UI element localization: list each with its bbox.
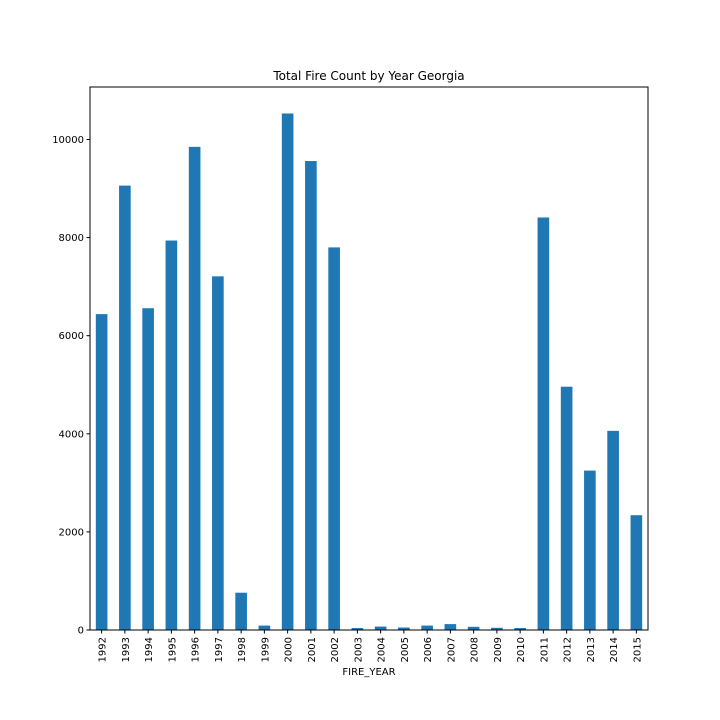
x-tick-label: 2015 bbox=[632, 637, 643, 662]
bar-2001 bbox=[305, 161, 317, 630]
y-tick-label: 8000 bbox=[59, 233, 84, 244]
x-tick-label: 1999 bbox=[260, 637, 271, 662]
plot-frame bbox=[89, 86, 649, 631]
bar-2006 bbox=[421, 625, 433, 630]
x-tick-label: 1996 bbox=[191, 637, 202, 662]
y-tick-label: 0 bbox=[78, 626, 84, 637]
bar-1997 bbox=[212, 276, 224, 630]
y-tick-label: 4000 bbox=[59, 429, 84, 440]
x-tick-label: 1994 bbox=[144, 637, 155, 662]
x-tick-label: 2003 bbox=[353, 637, 364, 662]
bar-2008 bbox=[467, 626, 480, 630]
bar-1996 bbox=[188, 146, 201, 630]
x-tick-label: 2008 bbox=[470, 637, 481, 662]
bar-2012 bbox=[560, 386, 573, 630]
x-tick-label: 2010 bbox=[516, 637, 527, 662]
x-tick-label: 2012 bbox=[563, 637, 574, 662]
x-tick-label: 2014 bbox=[609, 637, 620, 662]
bar-2010 bbox=[514, 628, 526, 630]
x-tick-label: 2005 bbox=[400, 637, 411, 662]
x-tick-label: 1995 bbox=[167, 637, 178, 662]
y-tick-label: 6000 bbox=[59, 331, 84, 342]
x-tick-label: 1997 bbox=[214, 637, 225, 662]
bar-2002 bbox=[328, 247, 340, 630]
bar-2004 bbox=[374, 626, 387, 630]
x-tick-label: 2013 bbox=[586, 637, 597, 662]
bar-2003 bbox=[351, 628, 364, 630]
bar-2013 bbox=[584, 470, 596, 630]
x-tick-label: 2002 bbox=[330, 637, 341, 662]
x-tick-label: 2004 bbox=[377, 637, 388, 662]
bar-1993 bbox=[119, 185, 131, 630]
x-tick-label: 2007 bbox=[446, 637, 457, 662]
x-axis-label: FIRE_YEAR bbox=[342, 667, 395, 678]
bar-1995 bbox=[165, 240, 178, 630]
bar-2000 bbox=[281, 113, 294, 631]
bar-1999 bbox=[258, 625, 271, 630]
bar-1994 bbox=[142, 308, 154, 630]
x-tick-label: 2000 bbox=[284, 637, 295, 662]
y-axis: 0 2000 4000 6000 8000 10000 bbox=[52, 135, 90, 637]
bar-2005 bbox=[398, 627, 410, 630]
bar-2011 bbox=[537, 217, 550, 630]
x-tick-label: 1998 bbox=[237, 637, 248, 662]
bar-2009 bbox=[491, 627, 503, 630]
bar-1998 bbox=[235, 592, 247, 630]
bar-1992 bbox=[95, 314, 108, 630]
chart-title: Total Fire Count by Year Georgia bbox=[272, 69, 464, 83]
x-tick-label: 2001 bbox=[307, 637, 318, 662]
bar-2014 bbox=[607, 430, 619, 630]
bar-2015 bbox=[630, 515, 643, 630]
x-tick-label: 1993 bbox=[121, 637, 132, 662]
x-tick-label: 2011 bbox=[539, 637, 550, 662]
x-tick-label: 2006 bbox=[423, 637, 434, 662]
x-tick-label: 1992 bbox=[98, 637, 109, 662]
bars-group bbox=[95, 113, 643, 631]
x-tick-label: 2009 bbox=[493, 637, 504, 662]
y-tick-label: 2000 bbox=[59, 527, 84, 538]
bar-2007 bbox=[444, 624, 457, 630]
x-axis: 1992 1993 1994 1995 1996 1997 1998 1999 2000 2001… bbox=[98, 630, 643, 662]
y-tick-label: 10000 bbox=[52, 135, 84, 146]
